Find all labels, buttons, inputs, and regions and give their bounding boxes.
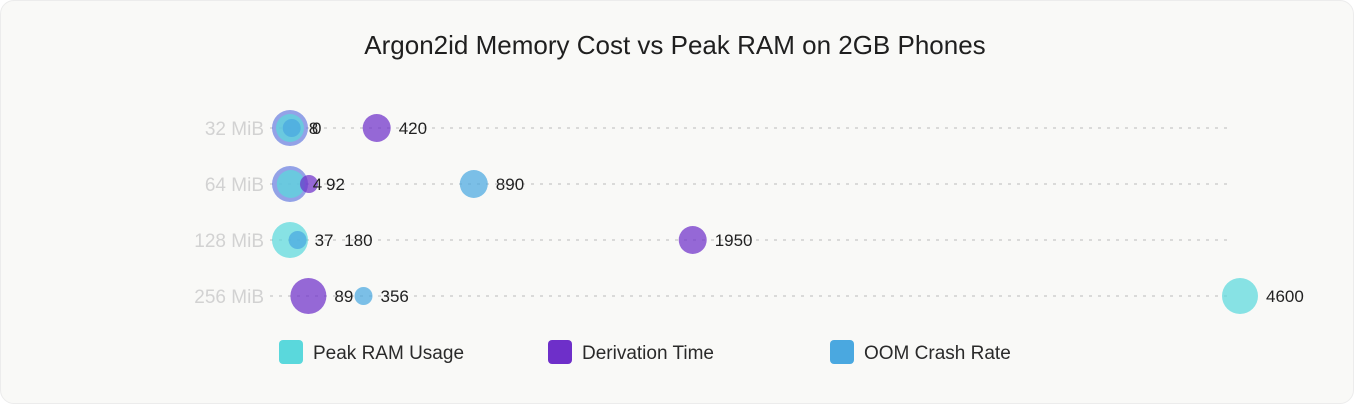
data-label: 356 <box>381 287 409 306</box>
bubble-derivation-time[interactable] <box>300 175 318 193</box>
legend-swatch <box>548 340 572 364</box>
legend: Peak RAM Usage Derivation Time OOM Crash R… <box>279 340 1011 364</box>
bubble-derivation-time[interactable] <box>362 114 391 142</box>
category-label: 32 MiB <box>205 119 264 140</box>
legend-label[interactable]: Peak RAM Usage <box>313 343 464 364</box>
category-labels: 32 MiB 64 MiB 128 MiB 256 MiB <box>194 119 264 308</box>
bubble-peak-ram-usage[interactable] <box>1222 278 1258 314</box>
chart-title: Argon2id Memory Cost vs Peak RAM on 2GB … <box>364 30 985 60</box>
bubble-oom-crash-rate[interactable] <box>288 231 307 249</box>
data-label: 890 <box>496 175 524 194</box>
bubble-derivation-time[interactable] <box>290 278 327 314</box>
legend-swatch <box>830 340 854 364</box>
data-label: 92 <box>326 175 345 194</box>
bubble-oom-crash-rate[interactable] <box>459 170 488 198</box>
category-label: 128 MiB <box>194 231 264 252</box>
data-label: 4600 <box>1266 287 1304 306</box>
data-label: 1950 <box>715 231 753 250</box>
bubble-oom-crash-rate[interactable] <box>282 119 301 137</box>
data-label: 0 <box>312 119 321 138</box>
data-label: 89 <box>334 287 353 306</box>
legend-swatch <box>279 340 303 364</box>
category-label: 256 MiB <box>194 287 264 308</box>
legend-label[interactable]: Derivation Time <box>582 343 714 364</box>
bubble-peak-ram-usage[interactable] <box>276 170 305 198</box>
data-label: 37 <box>315 231 334 250</box>
category-label: 64 MiB <box>205 175 264 196</box>
data-label: 180 <box>344 231 372 250</box>
grid-layer <box>270 127 1232 297</box>
bubble-derivation-time[interactable] <box>678 226 707 254</box>
legend-label[interactable]: OOM Crash Rate <box>864 343 1011 364</box>
data-labels: 0 4 4600 420 92 1950 89 8 890 37 356 180 <box>309 119 1304 306</box>
data-label: 4 <box>313 175 322 194</box>
bubble-layer <box>272 110 1258 314</box>
bubble-oom-crash-rate[interactable] <box>354 287 373 305</box>
data-label: 8 <box>309 119 318 138</box>
data-label: 420 <box>399 119 427 138</box>
